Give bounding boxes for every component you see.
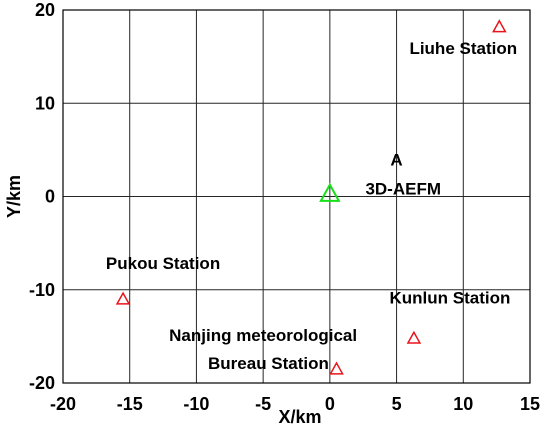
x-tick-label: 5 bbox=[392, 394, 402, 414]
annotation-label: Pukou Station bbox=[106, 254, 220, 273]
annotation-label: A bbox=[390, 151, 402, 170]
triangle-marker bbox=[406, 330, 422, 344]
plot-frame bbox=[62, 9, 531, 384]
annotation-label: Nanjing meteorological bbox=[169, 326, 357, 345]
triangle-marker bbox=[329, 361, 344, 375]
y-tick-label: 20 bbox=[35, 0, 55, 20]
y-tick-label: -20 bbox=[29, 373, 55, 393]
x-tick-label: -5 bbox=[255, 394, 271, 414]
annotation-label: Bureau Station bbox=[208, 354, 329, 373]
triangle-marker bbox=[492, 19, 507, 33]
y-tick-label: 0 bbox=[45, 187, 55, 207]
y-tick-label: 10 bbox=[35, 93, 55, 113]
x-tick-labels: -20 -15 -10 -5 0 5 10 15 bbox=[50, 394, 540, 414]
x-tick-label: -10 bbox=[183, 394, 209, 414]
y-tick-label: -10 bbox=[29, 280, 55, 300]
data-markers bbox=[115, 19, 507, 375]
annotation-label: Kunlun Station bbox=[390, 289, 511, 308]
triangle-marker bbox=[319, 182, 341, 202]
x-tick-label: -15 bbox=[117, 394, 143, 414]
x-tick-label: 15 bbox=[520, 394, 540, 414]
x-axis-label: X/km bbox=[278, 407, 321, 427]
annotation-label: Liuhe Station bbox=[409, 39, 517, 58]
annotation-label: 3D-AEFM bbox=[365, 180, 441, 199]
triangle-marker bbox=[115, 291, 131, 305]
x-tick-label: 10 bbox=[453, 394, 473, 414]
x-tick-label: -20 bbox=[50, 394, 76, 414]
annotations: Liuhe Station A 3D-AEFM Pukou Station Kunlun… bbox=[106, 39, 517, 373]
y-axis-label: Y/km bbox=[4, 175, 24, 218]
y-tick-labels: -20 -10 0 10 20 bbox=[29, 0, 55, 393]
x-tick-label: 0 bbox=[325, 394, 335, 414]
